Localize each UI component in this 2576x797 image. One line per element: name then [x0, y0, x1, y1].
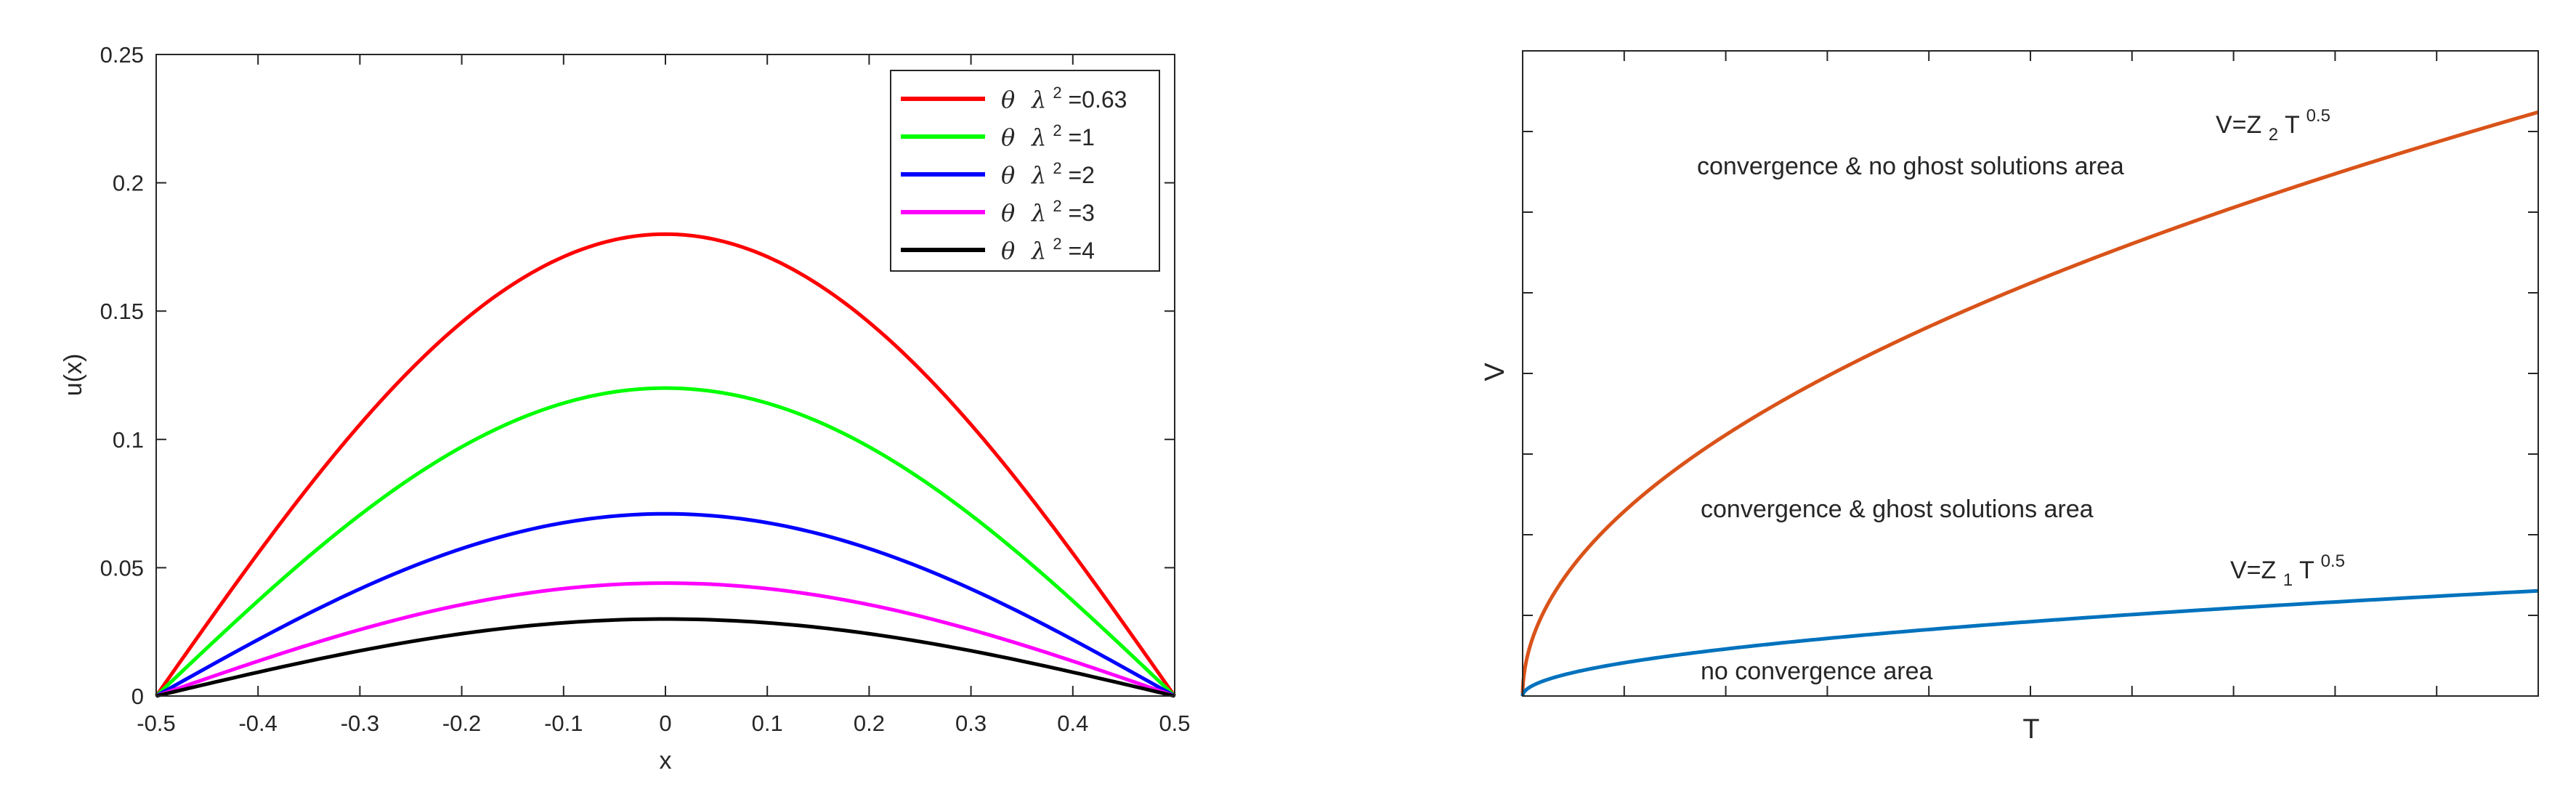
- series-line: [1520, 110, 2539, 697]
- right-x-axis-label: T: [2022, 714, 2039, 745]
- legend: θ λ 2 =0.63 θ λ 2 =1 θ λ: [890, 70, 1160, 272]
- curve-label-z2: V=Z 2 T 0.5: [2216, 106, 2330, 146]
- right-chart: T V V=Z 2 T 0.5 V=Z 1 T 0.5 convergence …: [1480, 50, 2539, 745]
- y-tick-label: 0.1: [113, 427, 144, 453]
- legend-label: θ λ 2 =4: [1001, 228, 1095, 264]
- x-tick-label: 0.4: [1057, 711, 1088, 736]
- series-line: [155, 386, 1176, 697]
- legend-entry: θ λ 2 =1: [901, 115, 1095, 151]
- region-label-no-ghost: convergence & no ghost solutions area: [1697, 153, 2124, 180]
- legend-label: θ λ 2 =1: [1001, 115, 1095, 151]
- legend-entry: θ λ 2 =2: [901, 153, 1095, 189]
- x-tick-label: 0.2: [854, 711, 885, 736]
- legend-label: θ λ 2 =3: [1001, 190, 1095, 227]
- y-tick-label: 0.15: [100, 299, 144, 324]
- y-tick-label: 0.25: [100, 42, 144, 68]
- y-tick-label: 0.05: [100, 555, 144, 580]
- legend-entry: θ λ 2 =0.63: [901, 77, 1127, 113]
- series-line: [155, 581, 1175, 698]
- region-label-ghost: convergence & ghost solutions area: [1701, 495, 2094, 523]
- left-x-axis-label: x: [660, 747, 672, 774]
- legend-label: θ λ 2 =0.63: [1001, 77, 1127, 113]
- left-curves: [154, 232, 1177, 698]
- x-tick-label: -0.5: [137, 711, 175, 736]
- x-tick-label: 0.1: [752, 711, 783, 736]
- region-label-no-convergence: no convergence area: [1701, 658, 1933, 685]
- curve-label-z1: V=Z 1 T 0.5: [2230, 551, 2345, 591]
- right-plot-area: [1523, 51, 2538, 696]
- x-tick-label: -0.2: [442, 711, 481, 736]
- left-ticks: -0.5 -0.4 -0.3 -0.2 -0.1 0 0.1 0.2 0.3 0.4 0.5 0 0.0…: [100, 42, 1191, 736]
- legend-box: [890, 70, 1160, 272]
- legend-entry: θ λ 2 =4: [901, 228, 1095, 264]
- left-chart: -0.5 -0.4 -0.3 -0.2 -0.1 0 0.1 0.2 0.3 0.4 0.5 0 0.0…: [60, 42, 1191, 774]
- left-y-axis-label: u(x): [60, 354, 87, 397]
- y-tick-label: 0: [131, 684, 144, 709]
- legend-label: θ λ 2 =2: [1001, 153, 1095, 189]
- x-tick-label: 0: [659, 711, 671, 736]
- series-line: [154, 232, 1177, 697]
- series-line: [155, 511, 1176, 698]
- x-tick-label: 0.5: [1159, 711, 1190, 736]
- y-tick-label: 0.2: [113, 171, 144, 196]
- right-ticks: [1523, 51, 2538, 696]
- x-tick-label: -0.4: [238, 711, 277, 736]
- x-tick-label: -0.3: [341, 711, 379, 736]
- series-line: [1520, 588, 2539, 697]
- x-tick-label: -0.1: [544, 711, 583, 736]
- right-y-axis-label: V: [1480, 363, 1510, 381]
- series-line: [155, 617, 1175, 698]
- x-tick-label: 0.3: [955, 711, 987, 736]
- legend-entry: θ λ 2 =3: [901, 190, 1095, 227]
- right-curves: [1520, 110, 2539, 697]
